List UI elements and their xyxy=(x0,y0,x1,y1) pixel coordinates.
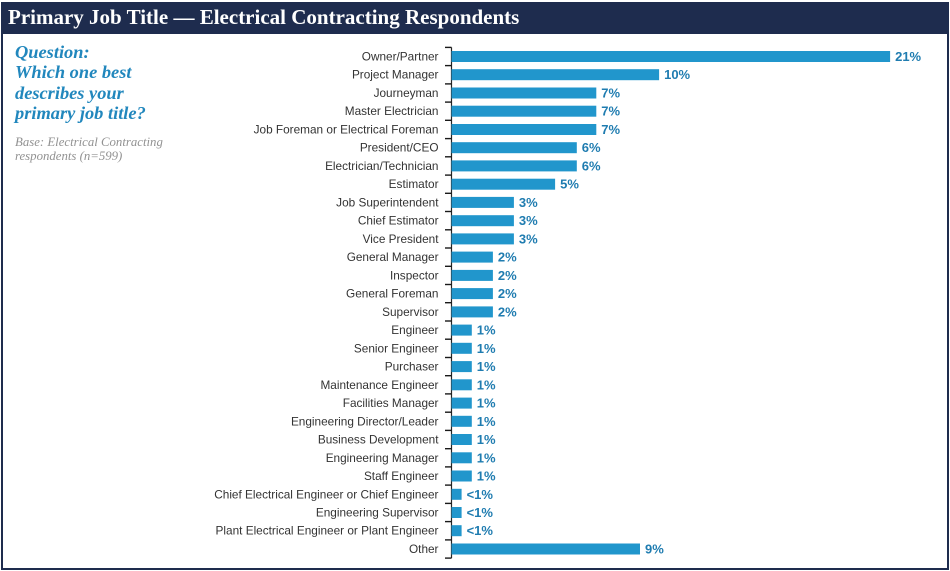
svg-text:3%: 3% xyxy=(519,231,538,246)
svg-text:Job Superintendent: Job Superintendent xyxy=(336,195,439,209)
svg-text:1%: 1% xyxy=(477,469,496,484)
svg-text:Senior Engineer: Senior Engineer xyxy=(354,341,439,355)
svg-text:3%: 3% xyxy=(519,195,538,210)
svg-text:Supervisor: Supervisor xyxy=(382,305,438,319)
svg-text:Facilities Manager: Facilities Manager xyxy=(343,396,439,410)
svg-text:Chief Electrical Engineer or C: Chief Electrical Engineer or Chief Engin… xyxy=(214,487,438,501)
svg-text:6%: 6% xyxy=(582,140,601,155)
svg-text:1%: 1% xyxy=(477,414,496,429)
svg-text:Engineering Manager: Engineering Manager xyxy=(326,451,439,465)
svg-text:7%: 7% xyxy=(601,122,620,137)
svg-text:5%: 5% xyxy=(560,177,579,192)
svg-text:Owner/Partner: Owner/Partner xyxy=(362,50,439,64)
svg-text:Engineer: Engineer xyxy=(391,323,438,337)
svg-text:Estimator: Estimator xyxy=(389,177,439,191)
svg-text:3%: 3% xyxy=(519,213,538,228)
svg-text:President/CEO: President/CEO xyxy=(360,141,439,155)
svg-text:1%: 1% xyxy=(477,377,496,392)
svg-text:1%: 1% xyxy=(477,432,496,447)
svg-text:Purchaser: Purchaser xyxy=(385,360,439,374)
svg-text:21%: 21% xyxy=(895,49,921,64)
svg-text:6%: 6% xyxy=(582,158,601,173)
svg-text:Journeyman: Journeyman xyxy=(374,86,439,100)
svg-text:Electrician/Technician: Electrician/Technician xyxy=(325,159,438,173)
svg-text:9%: 9% xyxy=(645,542,664,557)
svg-text:2%: 2% xyxy=(498,250,517,265)
svg-text:Inspector: Inspector xyxy=(390,268,439,282)
svg-text:7%: 7% xyxy=(601,104,620,119)
svg-text:Job Foreman or Electrical Fore: Job Foreman or Electrical Foreman xyxy=(254,123,439,137)
svg-text:2%: 2% xyxy=(498,286,517,301)
svg-text:Chief Estimator: Chief Estimator xyxy=(358,214,439,228)
svg-text:<1%: <1% xyxy=(467,505,494,520)
svg-text:General Manager: General Manager xyxy=(347,250,439,264)
svg-text:1%: 1% xyxy=(477,341,496,356)
svg-text:Engineering Director/Leader: Engineering Director/Leader xyxy=(291,414,439,428)
svg-text:7%: 7% xyxy=(601,86,620,101)
svg-text:10%: 10% xyxy=(664,67,690,82)
svg-text:Other: Other xyxy=(409,542,439,556)
svg-text:<1%: <1% xyxy=(467,487,494,502)
svg-text:Project Manager: Project Manager xyxy=(352,68,439,82)
svg-text:Maintenance Engineer: Maintenance Engineer xyxy=(320,378,438,392)
svg-text:Vice President: Vice President xyxy=(363,232,440,246)
svg-text:1%: 1% xyxy=(477,323,496,338)
svg-text:General Foreman: General Foreman xyxy=(346,287,438,301)
svg-text:Staff Engineer: Staff Engineer xyxy=(364,469,439,483)
svg-text:Master Electrician: Master Electrician xyxy=(345,104,439,118)
svg-text:1%: 1% xyxy=(477,396,496,411)
svg-text:1%: 1% xyxy=(477,450,496,465)
svg-text:2%: 2% xyxy=(498,268,517,283)
svg-text:Engineering Supervisor: Engineering Supervisor xyxy=(316,506,439,520)
svg-text:Plant Electrical Engineer or P: Plant Electrical Engineer or Plant Engin… xyxy=(216,524,439,538)
svg-text:2%: 2% xyxy=(498,304,517,319)
svg-text:1%: 1% xyxy=(477,359,496,374)
svg-text:Business Development: Business Development xyxy=(318,433,439,447)
svg-text:<1%: <1% xyxy=(467,523,494,538)
